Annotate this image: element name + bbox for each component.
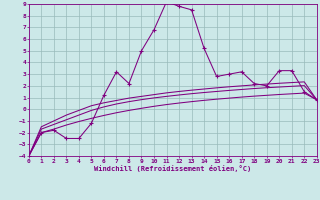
- X-axis label: Windchill (Refroidissement éolien,°C): Windchill (Refroidissement éolien,°C): [94, 165, 252, 172]
